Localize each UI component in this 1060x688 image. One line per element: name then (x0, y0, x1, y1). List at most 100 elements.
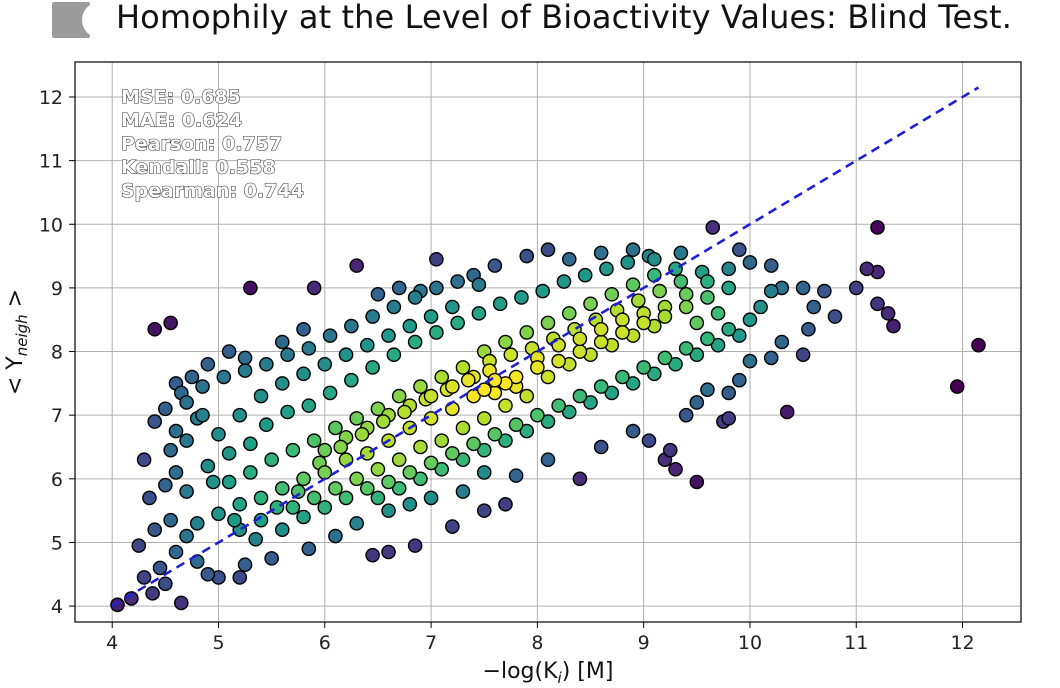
data-point (110, 597, 125, 613)
data-point (333, 439, 349, 455)
data-point (413, 439, 428, 455)
data-point (211, 426, 226, 442)
identity-reference-line (111, 86, 980, 608)
data-point (145, 586, 160, 601)
y-tick-label: 12 (39, 87, 63, 109)
data-point (471, 306, 487, 321)
data-point (158, 576, 173, 592)
stat-line: Pearson: 0.757 (121, 133, 282, 155)
data-point (274, 522, 290, 538)
data-point (434, 461, 450, 477)
data-point (306, 280, 322, 296)
data-point (476, 382, 492, 398)
data-point (232, 570, 248, 585)
data-point (445, 446, 460, 461)
x-tick-label: 10 (738, 632, 762, 654)
data-point (259, 417, 274, 433)
data-point (211, 506, 226, 522)
tick-layer: 4 5 6 7 8 9 10 11 12 4 5 6 7 8 9 10 11 12 (39, 87, 975, 654)
data-point (476, 465, 492, 480)
data-point (593, 334, 609, 350)
data-point (705, 220, 721, 235)
data-point (338, 490, 354, 506)
data-point (530, 360, 545, 375)
y-tick-label: 4 (51, 596, 63, 618)
data-point (423, 309, 439, 324)
data-point (848, 280, 864, 296)
data-point (498, 496, 513, 512)
data-point (732, 328, 747, 343)
data-point (721, 280, 736, 296)
data-point (407, 334, 423, 350)
data-point (620, 255, 636, 270)
data-point (604, 385, 620, 401)
data-point (689, 315, 705, 331)
data-point (753, 299, 768, 315)
data-point (625, 277, 641, 293)
data-point (487, 258, 503, 273)
data-point (301, 398, 317, 413)
data-point (195, 379, 210, 394)
data-point (322, 385, 338, 401)
data-point (668, 461, 683, 477)
stat-line: MSE: 0.685 (121, 86, 241, 108)
data-point (184, 369, 200, 385)
data-point (668, 261, 683, 277)
data-point (577, 267, 593, 283)
data-point (402, 465, 418, 480)
data-point (237, 350, 253, 366)
data-point (221, 474, 237, 490)
data-point (476, 442, 492, 458)
data-point (205, 474, 221, 490)
data-point (301, 341, 317, 356)
data-point (243, 280, 258, 296)
data-point (508, 369, 524, 385)
data-point (678, 299, 694, 315)
data-point (763, 258, 779, 273)
data-point (673, 245, 689, 261)
data-point (237, 363, 253, 378)
data-point (710, 306, 726, 321)
data-point (593, 379, 609, 394)
data-point (397, 404, 412, 420)
data-point (732, 372, 747, 388)
data-point (763, 350, 779, 366)
data-point (678, 407, 694, 423)
data-point (625, 242, 641, 258)
data-point (615, 369, 630, 385)
data-point (264, 452, 279, 468)
data-point (625, 423, 641, 439)
data-point (306, 433, 322, 448)
data-point (179, 395, 194, 410)
data-point (274, 376, 290, 391)
x-tick-label: 11 (844, 632, 868, 654)
data-point (652, 283, 667, 299)
data-point (700, 331, 715, 347)
data-point (200, 356, 216, 372)
y-tick-label: 5 (51, 532, 63, 554)
data-point (237, 557, 253, 573)
data-point (179, 484, 194, 499)
data-point (455, 420, 471, 436)
data-point (689, 347, 705, 363)
data-point (540, 452, 556, 468)
data-point (561, 251, 577, 267)
data-point (152, 560, 168, 576)
data-point (402, 318, 418, 334)
data-point (317, 500, 333, 515)
data-point (434, 369, 450, 385)
data-point (280, 404, 295, 420)
data-point (763, 283, 779, 299)
data-point (429, 251, 444, 267)
x-tick-label: 12 (950, 632, 974, 654)
y-tick-label: 6 (51, 469, 63, 491)
data-point (631, 293, 646, 308)
data-point (886, 318, 901, 334)
data-point (742, 255, 758, 270)
data-point (445, 299, 460, 315)
data-point (344, 318, 359, 334)
data-point (216, 369, 232, 385)
data-point (243, 465, 258, 480)
data-point (381, 328, 396, 343)
